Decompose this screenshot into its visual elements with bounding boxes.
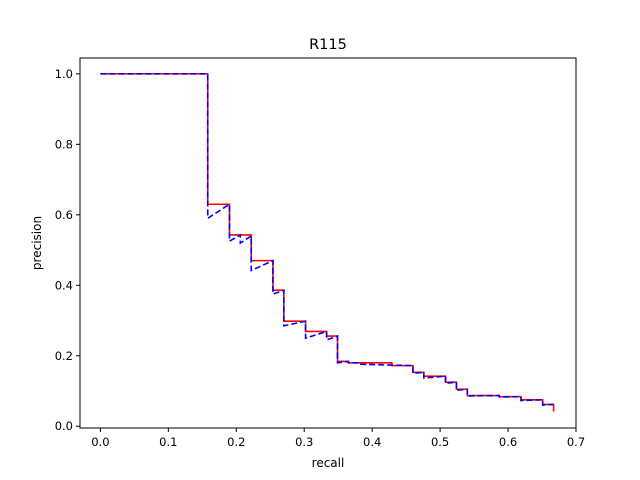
- x-tick-label: 0.5: [431, 435, 449, 449]
- series-line-1: [100, 73, 555, 412]
- x-axis: 0.0 0.1 0.2 0.3 0.4 0.5 0.6 0.7: [91, 428, 585, 449]
- chart-title: R115: [309, 37, 347, 53]
- y-tick-label: 1.0: [55, 67, 73, 81]
- x-tick-label: 0.2: [227, 435, 245, 449]
- plot-frame: [79, 57, 577, 429]
- series-line-2: [100, 73, 554, 406]
- x-tick-label: 0.1: [159, 435, 177, 449]
- y-tick-label: 0.0: [55, 419, 73, 433]
- x-tick-label: 0.3: [295, 435, 313, 449]
- y-tick-label: 0.4: [55, 278, 73, 292]
- y-tick-label: 0.8: [55, 137, 73, 151]
- x-tick-label: 0.0: [91, 435, 109, 449]
- x-tick-label: 0.7: [567, 435, 585, 449]
- x-tick-label: 0.4: [363, 435, 381, 449]
- x-tick-label: 0.6: [499, 435, 517, 449]
- y-axis: 0.0 0.2 0.4 0.6 0.8 1.0: [55, 67, 80, 433]
- x-axis-label: recall: [312, 456, 345, 470]
- y-axis-label: precision: [30, 216, 44, 270]
- y-tick-label: 0.2: [55, 349, 73, 363]
- series-layer: [100, 73, 555, 412]
- y-tick-label: 0.6: [55, 208, 73, 222]
